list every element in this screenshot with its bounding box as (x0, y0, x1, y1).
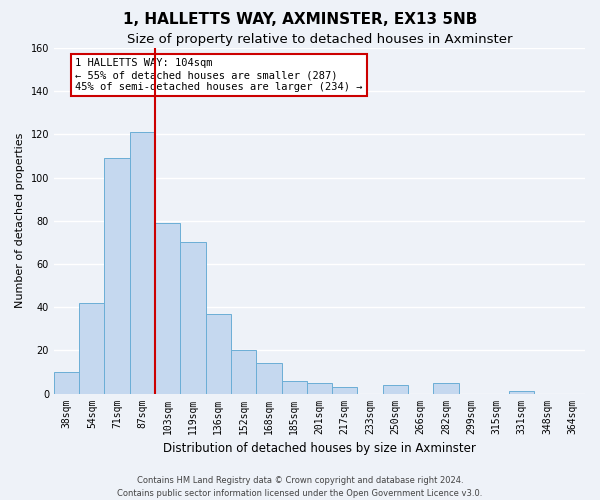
Title: Size of property relative to detached houses in Axminster: Size of property relative to detached ho… (127, 32, 512, 46)
Text: 1, HALLETTS WAY, AXMINSTER, EX13 5NB: 1, HALLETTS WAY, AXMINSTER, EX13 5NB (123, 12, 477, 28)
Bar (104, 158, 130, 394)
Bar (332, 387, 358, 394)
Bar (79, 303, 104, 394)
Bar (281, 380, 307, 394)
Bar (383, 385, 408, 394)
Bar (155, 223, 181, 394)
Bar (433, 383, 458, 394)
Bar (54, 372, 79, 394)
Bar (206, 314, 231, 394)
Bar (307, 383, 332, 394)
Bar (256, 364, 281, 394)
Text: Contains HM Land Registry data © Crown copyright and database right 2024.
Contai: Contains HM Land Registry data © Crown c… (118, 476, 482, 498)
Bar (181, 242, 206, 394)
Bar (130, 132, 155, 394)
Text: 1 HALLETTS WAY: 104sqm
← 55% of detached houses are smaller (287)
45% of semi-de: 1 HALLETTS WAY: 104sqm ← 55% of detached… (75, 58, 362, 92)
Bar (231, 350, 256, 394)
Bar (509, 392, 535, 394)
Y-axis label: Number of detached properties: Number of detached properties (15, 133, 25, 308)
X-axis label: Distribution of detached houses by size in Axminster: Distribution of detached houses by size … (163, 442, 476, 455)
